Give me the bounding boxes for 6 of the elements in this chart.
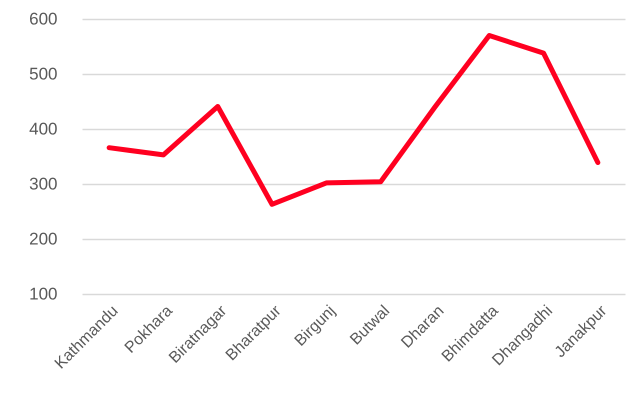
y-tick-label: 200 <box>29 230 58 248</box>
y-tick-label: 300 <box>29 174 58 194</box>
y-tick-label: 500 <box>29 64 58 84</box>
y-tick-label: 400 <box>29 120 58 138</box>
y-tick-label: 600 <box>29 10 58 28</box>
y-tick-label: 100 <box>29 284 58 304</box>
